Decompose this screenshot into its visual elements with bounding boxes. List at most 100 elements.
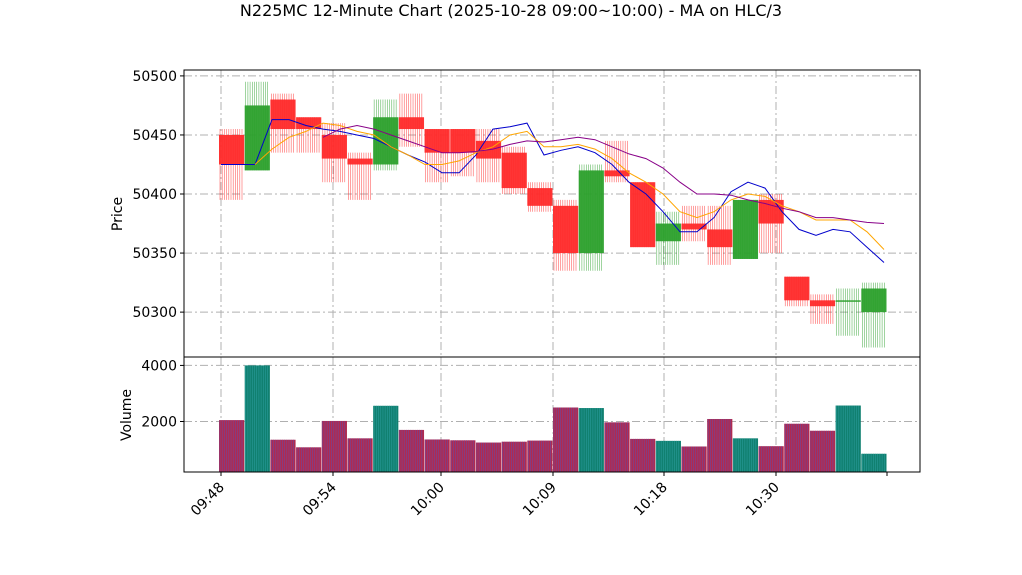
volume-panel-frame	[183, 356, 921, 473]
volume-bar-fill	[835, 405, 861, 472]
time-tick-label: 10:00	[408, 480, 448, 520]
volume-bar	[527, 440, 553, 472]
candle-body	[758, 199, 784, 224]
moving-averages	[221, 119, 885, 263]
volume-bar-fill	[347, 438, 373, 472]
volume-bar-fill	[809, 430, 836, 472]
volume-bar-fill	[630, 438, 656, 472]
volume-bar-fill	[270, 439, 296, 472]
time-tick-label: 10:30	[743, 480, 783, 520]
volume-bar	[732, 438, 759, 472]
candle-body	[681, 223, 707, 230]
candle-body	[296, 117, 322, 130]
candle-up	[578, 164, 604, 271]
volume-axis: 2000 4000	[141, 358, 184, 431]
candle-down	[501, 146, 527, 195]
candle-body	[501, 152, 527, 189]
candle-body	[835, 300, 861, 302]
candle-body	[244, 105, 270, 171]
volume-bar-fill	[244, 365, 270, 472]
volume-tick-label: 4000	[141, 358, 177, 374]
volume-bar	[784, 423, 810, 472]
candle-body	[424, 129, 450, 153]
price-axis: 50300 50350 50400 50450 50500	[132, 69, 184, 321]
volume-bar-fill	[321, 420, 347, 472]
price-tick-label: 50450	[132, 128, 177, 144]
candle-down	[527, 182, 553, 212]
candle-body	[270, 99, 296, 130]
candle-body	[809, 300, 836, 307]
candle-up	[373, 99, 399, 171]
candle-body	[578, 170, 604, 254]
volume-bar-fill	[707, 418, 733, 472]
volume-bar	[835, 405, 861, 472]
volume-bar-fill	[475, 442, 502, 472]
candle-body	[373, 117, 399, 165]
volume-bar-fill	[501, 441, 527, 472]
volume-bar-fill	[681, 446, 707, 472]
candle-body	[321, 134, 347, 159]
candle-down	[296, 117, 322, 153]
candle-body	[219, 134, 245, 165]
price-tick-label: 50400	[132, 187, 177, 203]
volume-bar	[270, 439, 296, 472]
ma_slow-line	[322, 124, 885, 224]
volume-bar-fill	[758, 446, 784, 472]
volume-bar	[655, 440, 681, 472]
ma_mid-line	[254, 122, 885, 250]
volume-grid	[184, 357, 920, 472]
volume-bar	[296, 447, 322, 472]
volume-bar-fill	[219, 420, 245, 472]
volume-bar	[321, 420, 347, 472]
candle-body	[553, 205, 579, 254]
candle-body	[655, 223, 681, 242]
volume-bar	[244, 365, 270, 472]
volume-bar	[707, 418, 733, 472]
volume-bar	[578, 408, 604, 472]
candle-up	[861, 282, 887, 348]
time-tick-label: 09:48	[188, 480, 228, 520]
candle-down	[398, 93, 425, 147]
candle-down	[321, 123, 347, 183]
time-tick-label: 10:09	[520, 480, 560, 520]
volume-bar-fill	[784, 423, 810, 472]
candle-up	[655, 211, 681, 265]
volume-bar	[373, 405, 399, 472]
candle-body	[347, 158, 373, 165]
candle-body	[707, 229, 733, 248]
price-tick-label: 50350	[132, 246, 177, 262]
candle-body	[398, 117, 425, 130]
volume-bar	[861, 453, 887, 472]
candle-down	[707, 205, 733, 265]
candle-body	[527, 188, 553, 206]
volume-bar-fill	[732, 438, 759, 472]
price-tick-label: 50500	[132, 69, 177, 85]
volume-bar-fill	[553, 407, 579, 472]
volume-axis-label: Volume	[119, 389, 135, 441]
price-tick-label: 50300	[132, 305, 177, 321]
candle-down	[630, 182, 656, 248]
volume-bar	[347, 438, 373, 472]
volume-bar	[681, 446, 707, 472]
volume-bar-fill	[578, 408, 604, 472]
volume-bar	[630, 438, 656, 472]
volume-bar	[424, 439, 450, 472]
candle-down	[347, 152, 373, 200]
candles	[219, 81, 887, 348]
volume-bar-fill	[450, 440, 476, 472]
volume-bar	[553, 407, 579, 472]
volume-bar	[398, 429, 425, 472]
candle-up	[732, 199, 759, 259]
chart-title: N225MC 12-Minute Chart (2025-10-28 09:00…	[240, 1, 782, 20]
volume-bar	[450, 440, 476, 472]
volume-bar-fill	[398, 429, 425, 472]
candle-down	[475, 129, 502, 183]
candle-down	[553, 199, 579, 271]
candle-body	[732, 199, 759, 259]
volume-bar	[758, 446, 784, 472]
candle-down	[424, 129, 450, 183]
price-axis-label: Price	[110, 197, 126, 231]
ma_fast-line	[221, 119, 885, 263]
volume-bar-fill	[604, 422, 630, 472]
